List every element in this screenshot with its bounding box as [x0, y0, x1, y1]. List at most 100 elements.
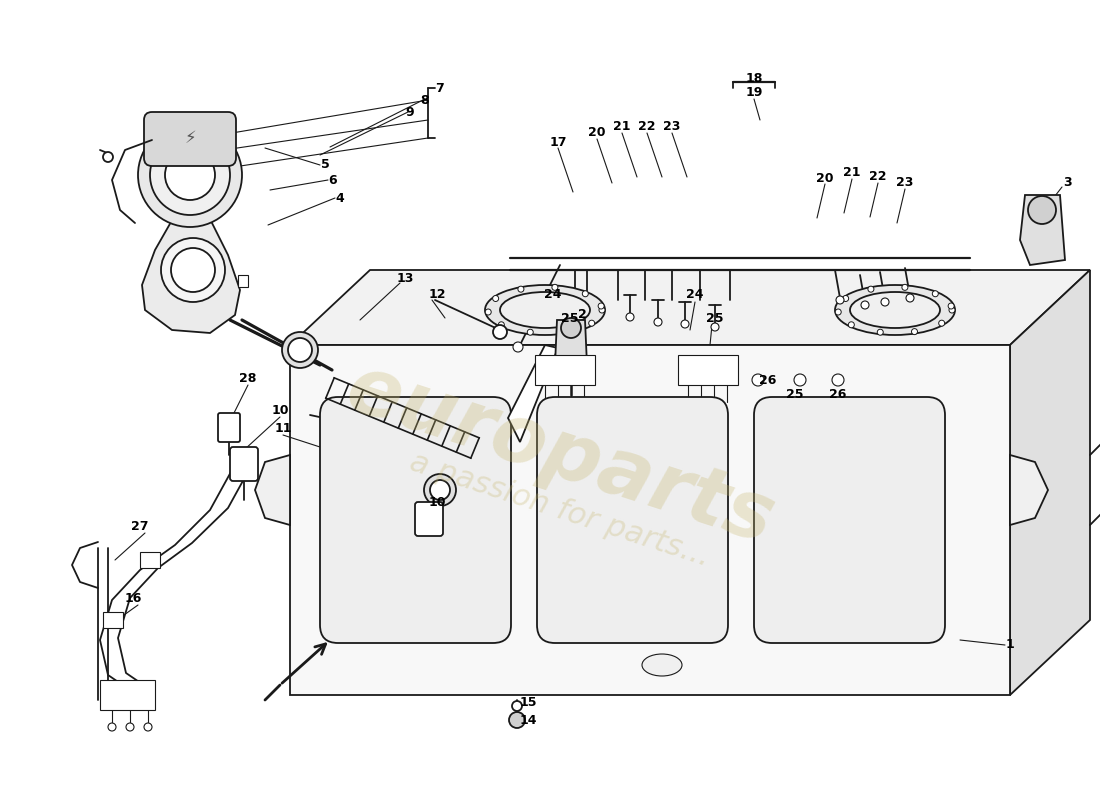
Circle shape — [1028, 196, 1056, 224]
Text: 22: 22 — [869, 170, 887, 183]
Polygon shape — [1010, 455, 1048, 525]
Polygon shape — [1020, 195, 1065, 265]
Circle shape — [877, 330, 883, 335]
Text: 12: 12 — [428, 287, 446, 301]
Circle shape — [843, 295, 848, 302]
Circle shape — [626, 313, 634, 321]
Circle shape — [881, 298, 889, 306]
Text: 10: 10 — [272, 403, 288, 417]
Polygon shape — [290, 345, 1010, 695]
Circle shape — [498, 322, 504, 328]
Circle shape — [561, 329, 568, 334]
Polygon shape — [678, 355, 738, 385]
Circle shape — [282, 332, 318, 368]
Ellipse shape — [835, 285, 955, 335]
Text: 9: 9 — [406, 106, 415, 118]
Circle shape — [933, 290, 938, 297]
Circle shape — [165, 150, 214, 200]
Ellipse shape — [850, 292, 940, 328]
Circle shape — [485, 309, 492, 315]
Polygon shape — [290, 270, 1090, 345]
FancyBboxPatch shape — [537, 397, 728, 643]
Text: 20: 20 — [816, 171, 834, 185]
Circle shape — [902, 284, 908, 290]
Circle shape — [582, 290, 588, 297]
Circle shape — [561, 318, 581, 338]
Circle shape — [509, 712, 525, 728]
FancyBboxPatch shape — [230, 447, 258, 481]
Text: 4: 4 — [336, 191, 344, 205]
Polygon shape — [140, 552, 159, 568]
Circle shape — [493, 325, 507, 339]
Text: 25: 25 — [786, 389, 804, 402]
Text: 14: 14 — [519, 714, 537, 726]
Circle shape — [794, 374, 806, 386]
Circle shape — [108, 723, 115, 731]
Polygon shape — [238, 275, 248, 287]
Polygon shape — [100, 680, 155, 710]
Text: 24: 24 — [686, 289, 704, 302]
Circle shape — [512, 701, 522, 711]
Text: 23: 23 — [896, 177, 914, 190]
Text: 8: 8 — [420, 94, 429, 106]
Circle shape — [588, 320, 595, 326]
Ellipse shape — [642, 654, 682, 676]
Circle shape — [493, 295, 498, 302]
Polygon shape — [103, 612, 123, 628]
Circle shape — [912, 329, 917, 334]
Circle shape — [138, 123, 242, 227]
Ellipse shape — [485, 285, 605, 335]
Circle shape — [711, 323, 719, 331]
Text: 23: 23 — [663, 121, 681, 134]
Circle shape — [600, 307, 605, 313]
Circle shape — [150, 135, 230, 215]
Circle shape — [144, 723, 152, 731]
Polygon shape — [1010, 270, 1090, 695]
Circle shape — [170, 248, 214, 292]
Circle shape — [948, 303, 954, 309]
Circle shape — [161, 238, 226, 302]
Text: 3: 3 — [1063, 175, 1071, 189]
Circle shape — [681, 320, 689, 328]
Text: 27: 27 — [131, 521, 149, 534]
Circle shape — [598, 303, 604, 309]
Circle shape — [424, 474, 456, 506]
Text: 20: 20 — [588, 126, 606, 139]
Circle shape — [513, 342, 522, 352]
Circle shape — [938, 320, 945, 326]
Text: 28: 28 — [240, 371, 256, 385]
Text: 21: 21 — [614, 121, 630, 134]
Circle shape — [835, 309, 842, 315]
Text: 19: 19 — [746, 86, 762, 99]
Text: 24: 24 — [544, 289, 562, 302]
Text: 1: 1 — [1005, 638, 1014, 651]
FancyBboxPatch shape — [415, 502, 443, 536]
Circle shape — [832, 374, 844, 386]
Circle shape — [430, 480, 450, 500]
Text: 2: 2 — [578, 309, 586, 322]
Circle shape — [906, 294, 914, 302]
Text: 26: 26 — [759, 374, 777, 386]
Text: 21: 21 — [844, 166, 860, 179]
Text: 25: 25 — [706, 311, 724, 325]
FancyBboxPatch shape — [218, 413, 240, 442]
Circle shape — [654, 318, 662, 326]
Text: 13: 13 — [396, 271, 414, 285]
Text: ⚡: ⚡ — [184, 129, 196, 147]
Polygon shape — [556, 320, 587, 365]
Text: 11: 11 — [274, 422, 292, 434]
Circle shape — [836, 296, 844, 304]
Circle shape — [861, 301, 869, 309]
Circle shape — [949, 307, 955, 313]
Circle shape — [518, 286, 524, 292]
Text: 7: 7 — [436, 82, 444, 94]
Text: 6: 6 — [329, 174, 338, 186]
Text: 16: 16 — [124, 591, 142, 605]
Text: 25: 25 — [561, 311, 579, 325]
Circle shape — [752, 374, 764, 386]
Text: 15: 15 — [519, 697, 537, 710]
Polygon shape — [142, 215, 240, 333]
FancyBboxPatch shape — [144, 112, 236, 166]
Text: 5: 5 — [320, 158, 329, 171]
FancyBboxPatch shape — [320, 397, 512, 643]
